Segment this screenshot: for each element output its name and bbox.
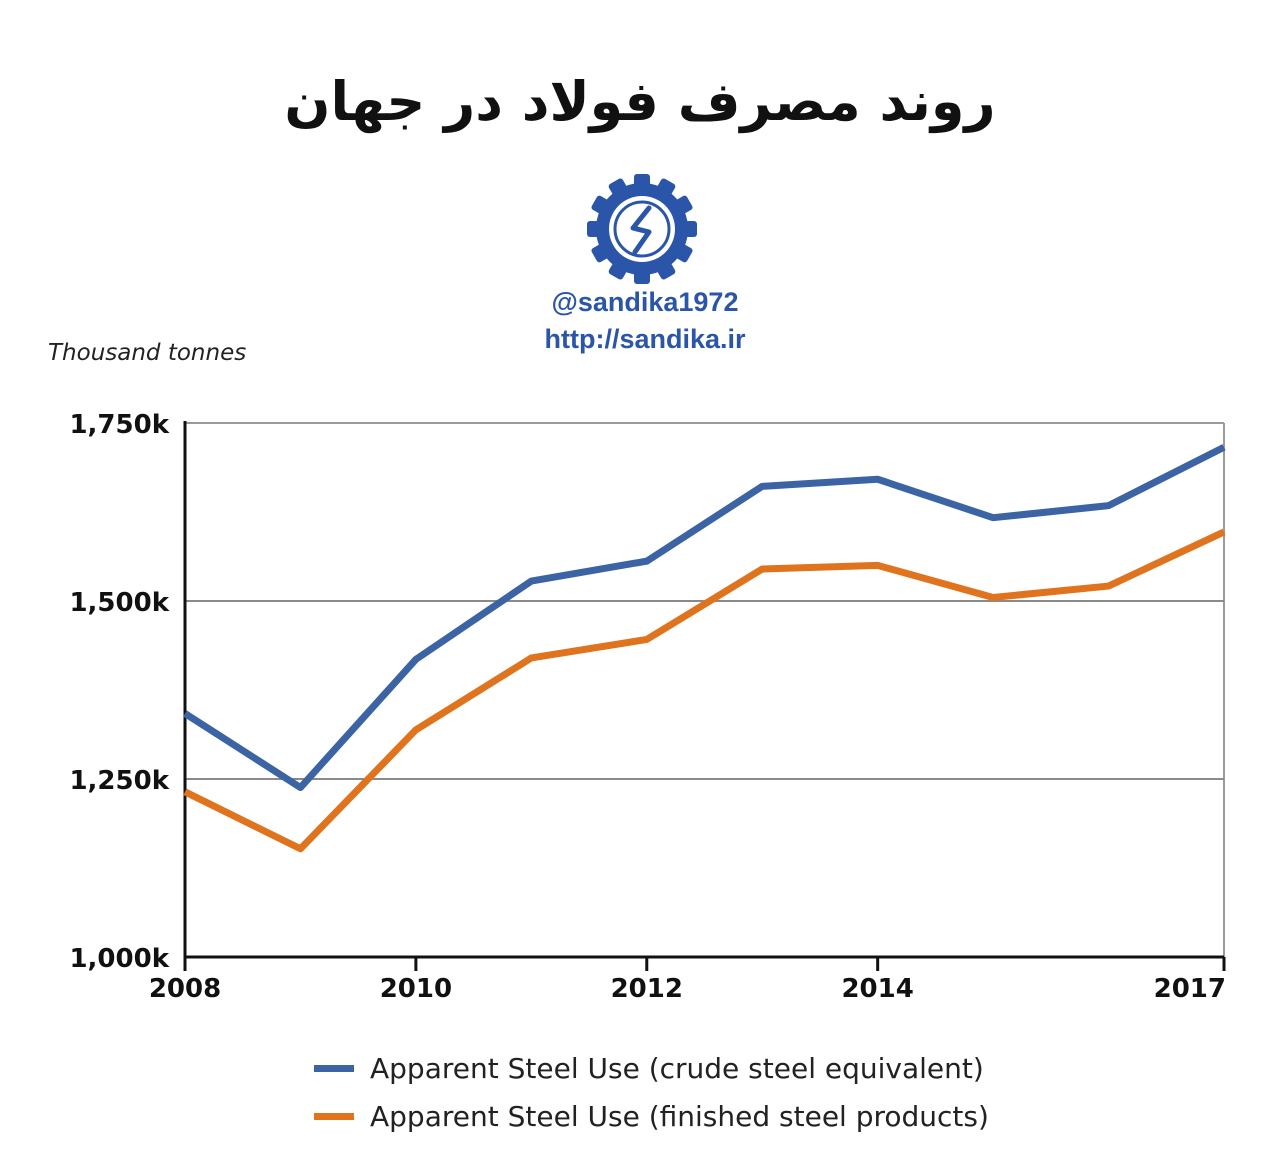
page-title: روند مصرف فولاد در جهان bbox=[284, 70, 996, 133]
x-tick-label: 2010 bbox=[380, 974, 452, 1004]
x-tick-label: 2012 bbox=[611, 974, 683, 1004]
legend-label-finished: Apparent Steel Use (finished steel produ… bbox=[370, 1100, 989, 1133]
y-tick-label: 1,000k bbox=[69, 944, 169, 974]
legend-item-finished: Apparent Steel Use (finished steel produ… bbox=[314, 1100, 989, 1133]
legend-swatch-finished bbox=[314, 1113, 354, 1120]
series-line-finished bbox=[183, 528, 1226, 853]
legend-swatch-crude bbox=[314, 1065, 354, 1072]
website-url[interactable]: http://sandika.ir bbox=[544, 324, 746, 354]
y-tick-label: 1,250k bbox=[69, 766, 169, 796]
y-axis-unit-label: Thousand tonnes bbox=[48, 340, 247, 366]
x-tick-label: 2014 bbox=[841, 974, 913, 1004]
legend-label-crude: Apparent Steel Use (crude steel equivale… bbox=[370, 1052, 984, 1085]
sandika-logo-icon bbox=[587, 174, 697, 284]
y-tick-label: 1,500k bbox=[69, 588, 169, 618]
y-tick-label: 1,750k bbox=[69, 410, 169, 440]
x-tick-label: 2017 bbox=[1154, 974, 1226, 1004]
social-handle: @sandika1972 bbox=[551, 287, 739, 317]
legend-item-crude: Apparent Steel Use (crude steel equivale… bbox=[314, 1052, 984, 1085]
series-line-crude bbox=[183, 444, 1226, 792]
x-tick-label: 2008 bbox=[149, 974, 221, 1004]
